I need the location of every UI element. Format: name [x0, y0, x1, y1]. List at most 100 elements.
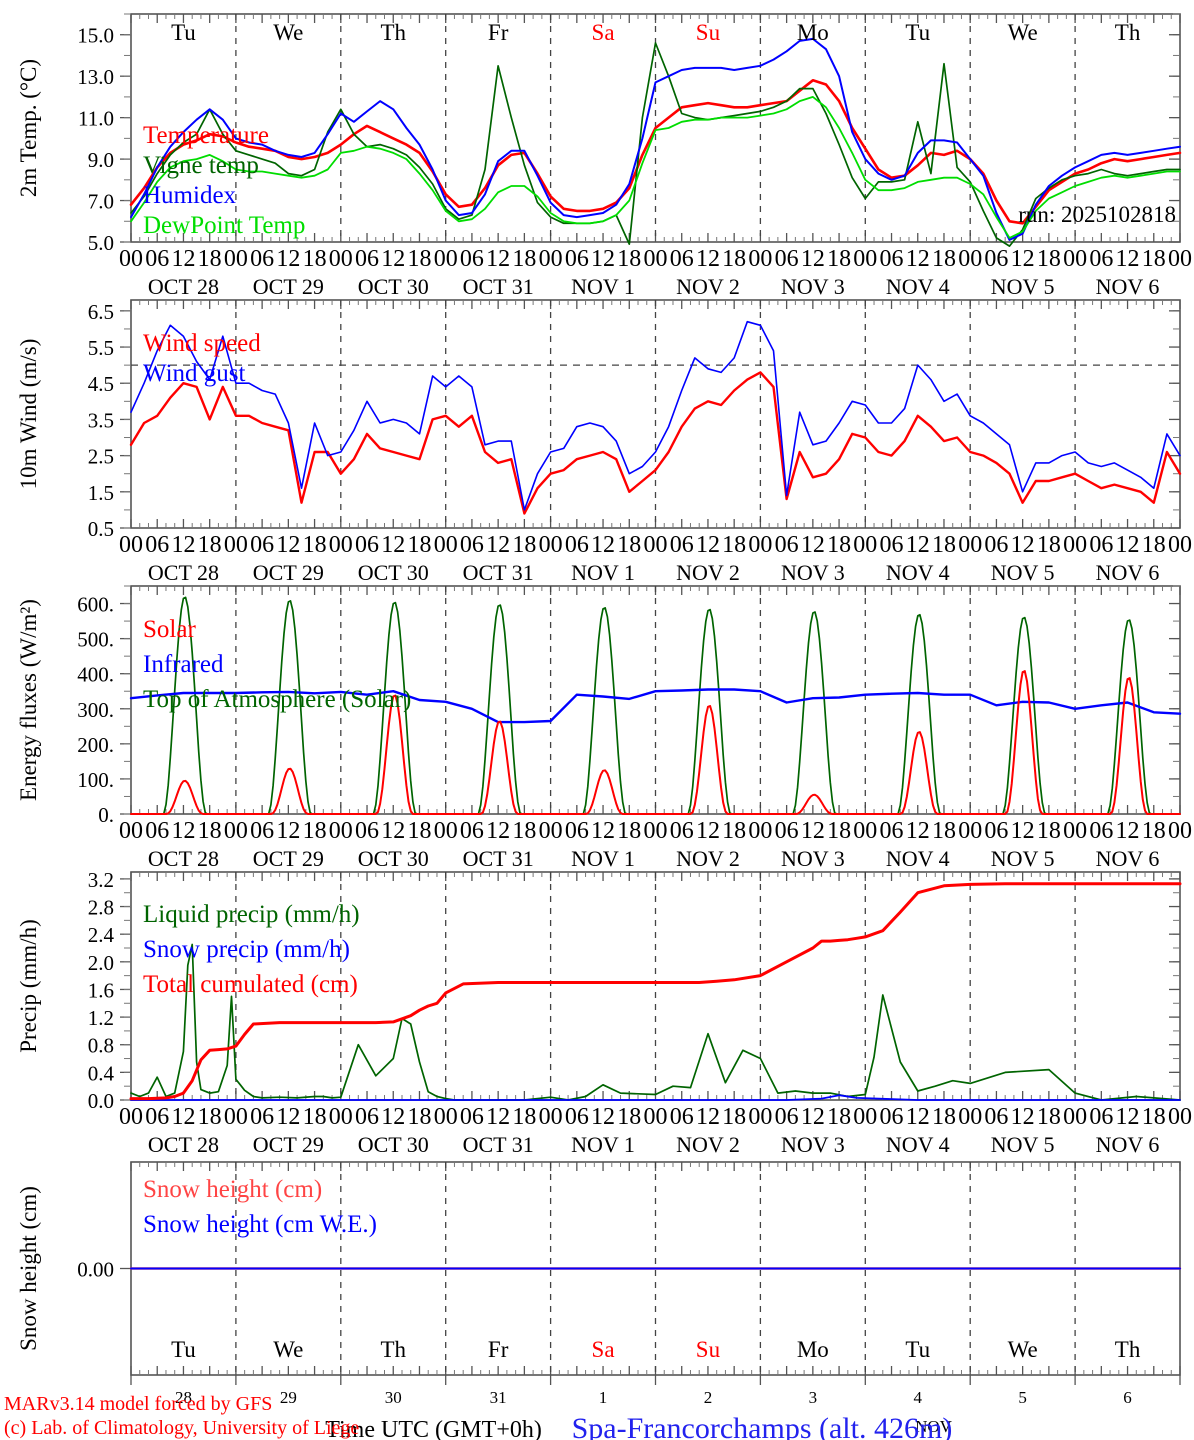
y-tick-label: 2.5	[88, 445, 114, 469]
legend-label: Vigne temp	[143, 152, 259, 179]
hour-tick-label: 12	[486, 532, 510, 558]
y-tick-label: 15.0	[77, 24, 114, 48]
hour-tick-label: 06	[775, 1104, 799, 1130]
hour-tick-label: 06	[775, 818, 799, 844]
legend-label: Infrared	[143, 651, 224, 678]
y-tick-label: 3.5	[88, 408, 114, 432]
hour-tick-label: 18	[512, 818, 536, 844]
day-label: OCT 28	[148, 560, 219, 585]
hour-tick-label: 00	[329, 1104, 353, 1130]
hour-tick-label: 06	[775, 246, 799, 272]
series-line	[130, 670, 1181, 815]
legend: Temperature Vigne temp Humidex DewPoint Tem…	[143, 122, 305, 239]
dow-label: We	[273, 1337, 303, 1362]
hour-tick-label: 00	[644, 246, 668, 272]
hour-tick-label: 12	[906, 246, 930, 272]
hour-tick-label: 12	[276, 818, 300, 844]
dow-label: Tu	[171, 20, 196, 45]
legend-label: Humidex	[143, 182, 237, 209]
hour-tick-label: 12	[276, 1104, 300, 1130]
hour-tick-label: 00	[119, 246, 143, 272]
day-number-label: 4	[914, 1388, 923, 1407]
hour-tick-label: 18	[932, 246, 956, 272]
y-tick-label: 0.00	[77, 1258, 114, 1282]
month-label: NOV	[915, 1417, 953, 1436]
hour-tick-label: 18	[617, 532, 641, 558]
dow-row: Tu We Th Fr Sa Su Mo Tu We Th	[171, 1337, 1141, 1362]
day-label: OCT 29	[253, 274, 324, 299]
hour-tick-label: 00	[853, 532, 877, 558]
day-label: NOV 4	[886, 1132, 950, 1157]
hour-tick-label: 00	[748, 246, 772, 272]
hour-tick-label: 06	[565, 1104, 589, 1130]
y-axis-title: Precip (mm/h)	[16, 919, 41, 1053]
hour-tick-label: 18	[303, 532, 327, 558]
hour-tick-label: 18	[1142, 1104, 1166, 1130]
hour-tick-label: 06	[984, 1104, 1008, 1130]
hour-tick-label: 06	[670, 818, 694, 844]
series-line	[130, 96, 1181, 239]
y-tick-label: 1.2	[88, 1006, 114, 1030]
dow-label: Tu	[905, 20, 930, 45]
y-tick-label: 1.5	[88, 481, 114, 505]
hour-tick-label: 12	[171, 532, 195, 558]
hour-tick-label: 18	[722, 818, 746, 844]
hour-tick-label: 06	[460, 818, 484, 844]
hour-tick-label: 00	[958, 246, 982, 272]
dow-label: Fr	[488, 1337, 509, 1362]
y-tick-label: 0.8	[88, 1034, 114, 1058]
day-label: OCT 28	[148, 1132, 219, 1157]
hour-tick-label: 00	[119, 818, 143, 844]
dow-label: Tu	[905, 1337, 930, 1362]
hour-tick-label: 00	[1063, 532, 1087, 558]
series-line	[130, 42, 1181, 247]
y-tick-label: 6.5	[88, 300, 114, 324]
legend-label: Temperature	[143, 122, 269, 149]
hour-tick-label: 12	[171, 818, 195, 844]
hour-tick-label: 18	[512, 246, 536, 272]
hour-tick-label: 12	[696, 532, 720, 558]
legend: Solar Infrared Top of Atmosphere (Solar)	[143, 616, 411, 713]
y-axis-title: 10m Wind (m/s)	[16, 339, 41, 490]
y-tick-label: 600.	[77, 593, 114, 617]
hour-tick-label: 06	[250, 246, 274, 272]
hour-tick-label: 06	[880, 246, 904, 272]
hour-tick-label: 18	[303, 1104, 327, 1130]
legend-label: Solar	[143, 616, 196, 643]
series-line	[129, 882, 1182, 1101]
y-tick-label: 2.0	[88, 951, 114, 975]
hour-tick-label: 06	[880, 818, 904, 844]
hour-tick-label: 06	[1089, 1104, 1113, 1130]
hour-tick-label: 18	[827, 246, 851, 272]
day-label: OCT 30	[358, 846, 429, 871]
hour-tick-label: 06	[250, 818, 274, 844]
hour-tick-label: 12	[1116, 532, 1140, 558]
hour-tick-label: 06	[145, 818, 169, 844]
day-label: NOV 1	[571, 1132, 635, 1157]
day-label: NOV 5	[991, 1132, 1055, 1157]
hour-tick-label: 06	[145, 532, 169, 558]
hour-tick-label: 18	[722, 246, 746, 272]
day-label: NOV 4	[886, 846, 950, 871]
hour-tick-label: 18	[407, 532, 431, 558]
legend-label: DewPoint Temp	[143, 212, 305, 239]
hour-tick-label: 00	[958, 818, 982, 844]
series-line	[129, 371, 1182, 515]
legend-label: Wind speed	[143, 330, 261, 357]
time-axis-label: Time UTC (GMT+0h)	[325, 1417, 542, 1440]
hour-tick-label: 00	[853, 246, 877, 272]
dow-row: Tu We Th Fr Sa Su Mo Tu We Th	[171, 20, 1141, 45]
day-number-label: 6	[1123, 1388, 1132, 1407]
hour-tick-label: 06	[775, 532, 799, 558]
hour-tick-label: 18	[303, 818, 327, 844]
y-axis-title: Snow height (cm)	[16, 1186, 41, 1351]
hour-tick-label: 18	[722, 532, 746, 558]
hour-tick-label: 00	[434, 1104, 458, 1130]
hour-tick-label: 00	[434, 532, 458, 558]
day-label: NOV 3	[781, 274, 845, 299]
hour-tick-label: 06	[145, 1104, 169, 1130]
day-label: OCT 31	[463, 274, 534, 299]
dow-label: Fr	[488, 20, 509, 45]
hour-tick-label: 18	[1037, 1104, 1061, 1130]
hour-tick-label: 12	[801, 1104, 825, 1130]
